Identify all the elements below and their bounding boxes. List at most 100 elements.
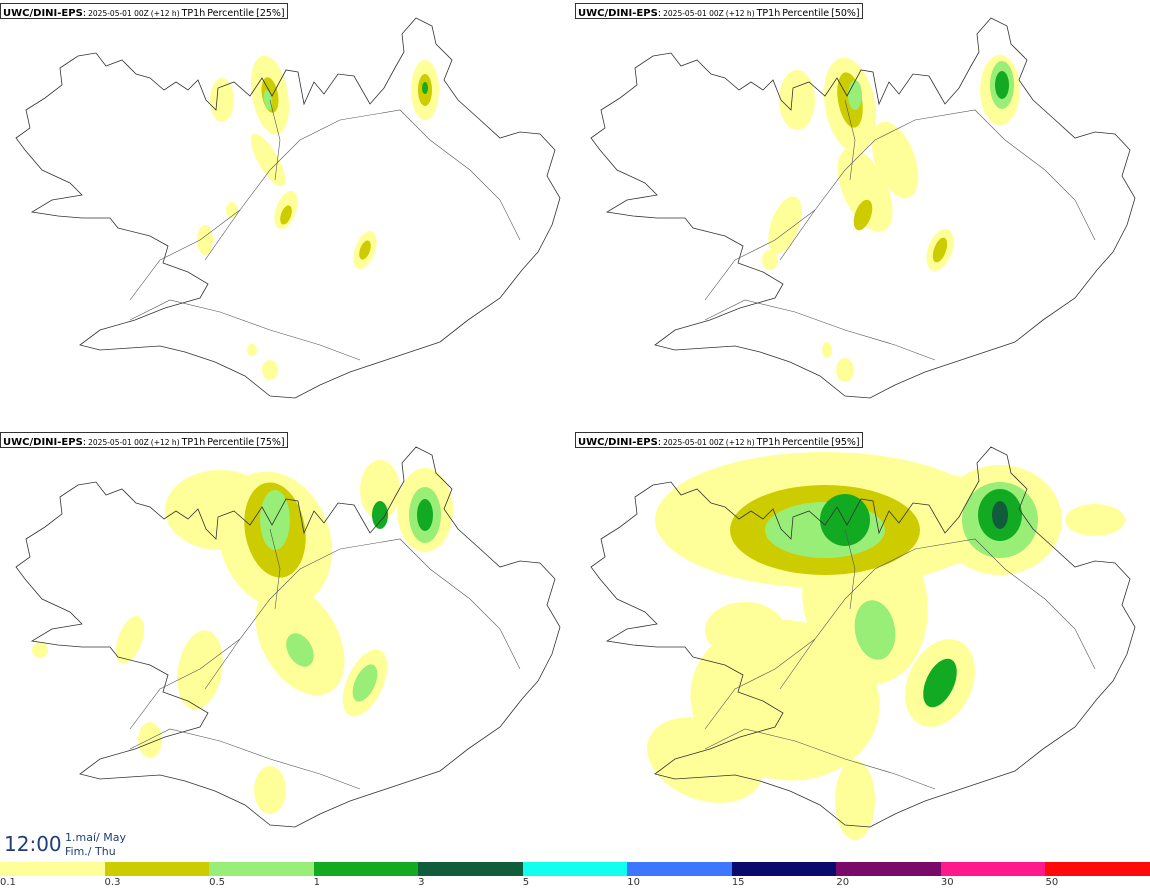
road-line [844,99,856,181]
lead-time: (+12 h) [150,9,180,18]
precip-area-light [115,616,145,664]
road-line [704,638,816,730]
road-line [1044,598,1096,670]
run-time: 2025-05-01 00Z [663,438,724,447]
precip-area-0-5 [263,90,273,110]
precip-area-light [360,460,400,520]
precip-area-1 [417,499,433,531]
separator: : [657,8,662,19]
panel-title: UWC/DINI-EPS: 2025-05-01 00Z (+12 h) TP1h Pe… [0,3,288,19]
map-panel-4: UWC/DINI-EPS: 2025-05-01 00Z (+12 h) TP1h Pe… [575,429,1150,858]
variable-name: TP1h [756,437,781,448]
legend-colorbar [0,862,1150,876]
coastline [15,17,561,399]
legend-swatch [418,862,523,876]
lead-time: (+12 h) [150,438,180,447]
road-line [704,299,936,361]
legend-tick-label: 0.1 [0,877,16,888]
road-line [469,598,521,670]
precip-area-light [210,78,234,122]
precip-area-light [177,630,223,710]
valid-time-box: 12:00 1.maí/ May Fim./ Thu [0,828,128,861]
precip-area-light [262,360,278,380]
panel-title: UWC/DINI-EPS: 2025-05-01 00Z (+12 h) TP1h Pe… [575,432,863,448]
precip-area-0-3 [932,237,948,263]
run-time: 2025-05-01 00Z [88,9,149,18]
percentile-value: [75%] [256,437,285,448]
legend-tick-label: 5 [522,877,530,888]
legend-swatch [627,862,732,876]
precip-area-0-3 [853,199,873,231]
precip-area-0-5 [854,600,896,660]
percentile-label: Percentile [782,437,830,448]
map-panel-1: UWC/DINI-EPS: 2025-05-01 00Z (+12 h) TP1h Pe… [0,0,575,429]
road-line [269,528,281,610]
coastline [590,446,1136,828]
road-line [129,728,361,790]
road-line [204,538,471,690]
model-name: UWC/DINI-EPS [3,8,83,19]
variable-name: TP1h [181,437,206,448]
precip-area-3 [992,501,1008,529]
legend-swatch [313,862,419,876]
road-line [844,528,856,610]
legend-swatch [836,862,941,876]
precip-map [590,17,1136,399]
road-line [779,109,1046,261]
precip-area-0-5 [848,80,862,110]
road-line [469,169,521,241]
precip-area-light [138,722,162,758]
road-line [129,638,241,730]
legend-tick-label: 50 [1045,877,1059,888]
precip-area-light [871,121,919,199]
precip-map [590,446,1136,840]
run-time: 2025-05-01 00Z [663,9,724,18]
precip-area-light [822,342,832,358]
precip-area-light [762,250,778,270]
percentile-label: Percentile [207,437,255,448]
coastline [590,17,1136,399]
precip-area-light [32,642,48,658]
separator: : [657,437,662,448]
precip-area-light [254,766,286,814]
precip-area-light [779,70,815,130]
precip-area-light [836,358,854,382]
separator: : [82,437,87,448]
precip-area-light [705,602,785,658]
legend-tick-label: 15 [731,877,745,888]
legend-tick-label: 10 [627,877,640,888]
legend-swatch [1045,862,1150,876]
panel-title: UWC/DINI-EPS: 2025-05-01 00Z (+12 h) TP1h Pe… [0,432,288,448]
legend-swatch [209,862,314,876]
precip-area-light [250,133,286,187]
valid-date-line-1: 1.maí/ May [65,831,126,844]
separator: : [82,8,87,19]
legend-tick-label: 20 [836,877,850,888]
precip-area-1 [995,71,1009,99]
map-panel-3: UWC/DINI-EPS: 2025-05-01 00Z (+12 h) TP1h Pe… [0,429,575,858]
legend-swatch [522,862,628,876]
precip-area-light [768,196,802,254]
model-name: UWC/DINI-EPS [3,437,83,448]
legend-swatch [940,862,1046,876]
model-name: UWC/DINI-EPS [578,8,658,19]
road-line [129,209,241,301]
percentile-label: Percentile [782,8,830,19]
model-name: UWC/DINI-EPS [578,437,658,448]
legend-tick-label: 0.3 [104,877,121,888]
legend-tick-label: 0.5 [209,877,225,888]
road-line [704,209,816,301]
precip-area-0-3 [280,205,292,225]
precip-area-1 [372,501,388,529]
map-panel-2: UWC/DINI-EPS: 2025-05-01 00Z (+12 h) TP1h Pe… [575,0,1150,429]
precip-legend: 0.1 0.3 0.5 1 3 5 10 15 20 30 50 [0,862,1150,891]
precip-area-light [835,760,875,840]
precip-map [15,17,561,399]
precip-area-0-3 [359,240,371,260]
variable-name: TP1h [756,8,781,19]
lead-time: (+12 h) [725,438,755,447]
legend-tick-label: 1 [313,877,320,888]
percentile-value: [95%] [831,437,860,448]
precip-area-1 [820,494,870,546]
road-line [129,299,361,361]
